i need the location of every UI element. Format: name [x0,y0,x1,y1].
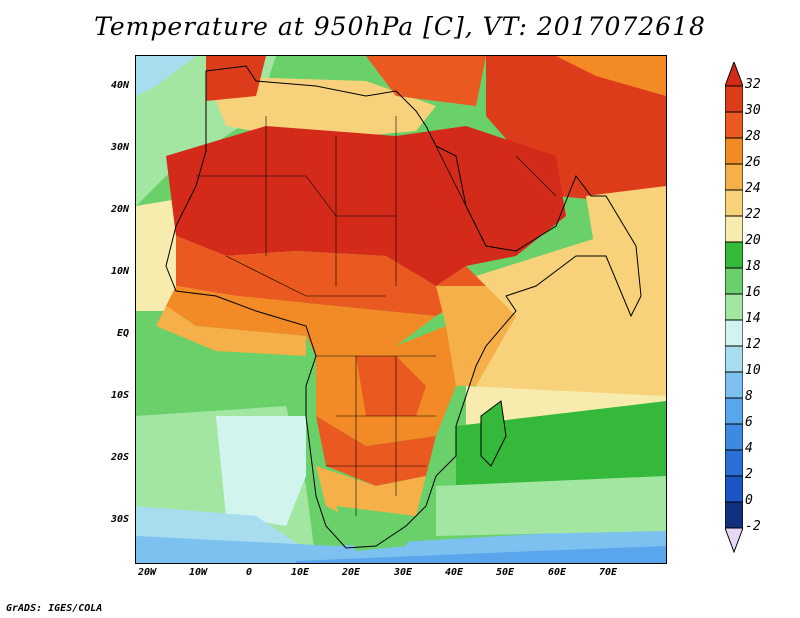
colorbar-cell-4_6 [725,423,743,451]
colorbar-label: 6 [745,415,753,430]
field-asia-warm [556,56,666,96]
field-madagascar [481,401,506,466]
colorbar-cell-8_10 [725,371,743,399]
lat-label-30n: 30N [110,142,129,153]
field-sahel-28 [166,286,436,346]
colorbar-cell--2_0 [725,501,743,529]
colorbar-cell-18_20 [725,241,743,269]
field-sahel-30 [176,236,486,316]
colorbar-label: 32 [745,77,761,92]
lat-label-20s: 20S [110,452,129,463]
field-n-atl-cool [136,56,196,96]
borders [196,116,557,516]
colorbar-cell-14_16 [725,293,743,321]
field-asia-ne [486,56,666,206]
colorbar-cell-22_24 [725,189,743,217]
colorbar-cell-0_2 [725,475,743,503]
lat-label-20n: 20N [110,204,129,215]
red-sea-line [435,145,487,247]
grads-credit: GrADS: IGES/COLA [6,603,103,614]
field-s-atl-12 [216,416,306,526]
colorbar-label: 0 [745,493,753,508]
lon-label-20e: 20E [341,567,361,578]
field-southern-28 [316,416,436,486]
colorbar-label: 10 [745,363,761,378]
coastline [165,65,642,549]
field-s-cool-6 [296,546,666,563]
colorbar-label: 14 [745,311,761,326]
colorbar-cell-30_32 [725,85,743,113]
lat-label-10n: 10N [110,266,129,277]
field-indian-18 [456,401,666,496]
colorbar-label: 18 [745,259,761,274]
field-east-africa [436,286,516,386]
colorbar-label: 12 [745,337,761,352]
lat-label-eq: EQ [116,328,129,339]
map-title: Temperature at 950hPa [C], VT: 201707261… [94,12,706,41]
colorbar-label: 26 [745,155,761,170]
colorbar-cell-24_26 [725,163,743,191]
colorbar [725,62,743,554]
colorbar-cell-28_30 [725,111,743,139]
colorbar-cell-20_22 [725,215,743,243]
lon-label-70e: 70E [598,567,618,578]
colorbar-cell-above-32 [725,62,743,87]
colorbar-cell-26_28 [725,137,743,165]
lon-label-10e: 10E [290,567,310,578]
lat-label-30s: 30S [110,514,129,525]
colorbar-cell-16_18 [725,267,743,295]
colorbar-cell-2_4 [725,449,743,477]
lon-label-30e: 30E [393,567,413,578]
colorbar-cell-10_12 [725,345,743,373]
field-india [586,186,666,336]
colorbar-label: 30 [745,103,761,118]
colorbar-cell-12_14 [725,319,743,347]
madagascar-outline [480,400,507,467]
colorbar-label: 2 [745,467,753,482]
field-europe-hot [206,56,266,101]
field-south-tip [336,506,416,551]
field-indian-16 [436,476,666,536]
lon-label-0: 0 [245,567,253,578]
colorbar-label: 22 [745,207,761,222]
colorbar-label: 28 [745,129,761,144]
colorbar-label: -2 [745,519,761,534]
colorbar-cell-below-minus2 [725,527,743,554]
colorbar-label: 20 [745,233,761,248]
colorbar-label: 16 [745,285,761,300]
lat-label-10s: 10S [110,390,129,401]
lon-label-50e: 50E [495,567,515,578]
field-turkey [366,56,486,106]
lat-label-40n: 40N [110,80,129,91]
lon-label-10w: 10W [188,567,208,578]
colorbar-label: 24 [745,181,761,196]
field-westafrica-24 [156,306,306,356]
temperature-map [135,55,667,564]
field-med [206,76,436,141]
lon-label-60e: 60E [547,567,567,578]
colorbar-cell-6_8 [725,397,743,425]
field-central-30 [356,356,426,416]
colorbar-label: 4 [745,441,753,456]
lon-label-20w: 20W [137,567,157,578]
colorbar-label: 8 [745,389,753,404]
lon-label-40e: 40E [444,567,464,578]
